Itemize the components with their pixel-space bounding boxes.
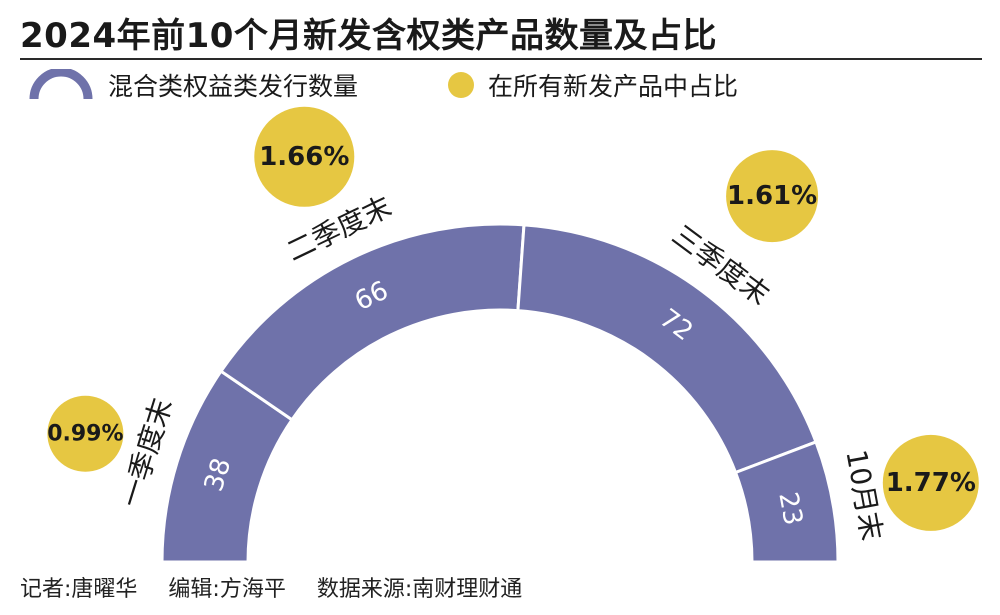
arc-segment: [218, 222, 526, 422]
legend-arc-label: 混合类权益类发行数量: [108, 72, 359, 101]
share-value-label: 0.99%: [47, 421, 123, 446]
footer-source: 数据来源:南财理财通: [316, 577, 523, 602]
share-value-label: 1.77%: [886, 468, 976, 498]
share-bubble: [47, 395, 124, 472]
footer-reporter: 记者:唐曜华: [20, 577, 138, 602]
arc-segment: [516, 223, 818, 475]
legend-arc-swatch-icon: [29, 69, 93, 100]
legend-dot-entry: 在所有新发产品中占比: [448, 68, 738, 102]
share-bubble: [726, 150, 819, 243]
footer-editor: 编辑:方海平: [168, 577, 286, 602]
category-label: 10月末: [839, 447, 888, 543]
legend-arc-entry: 混合类权益类发行数量: [28, 68, 358, 102]
legend-dot-swatch-icon: [448, 72, 474, 98]
arc-value-label: 23: [772, 490, 807, 528]
share-bubble: [254, 106, 355, 207]
arc-segment: [733, 440, 840, 564]
legend-dot-label: 在所有新发产品中占比: [488, 72, 739, 101]
title-divider: [20, 58, 982, 60]
share-bubble: [882, 434, 979, 531]
share-value-label: 1.66%: [259, 142, 349, 172]
chart-title: 2024年前10个月新发含权类产品数量及占比: [20, 16, 717, 56]
share-value-label: 1.61%: [727, 181, 817, 211]
footer-credits: 记者:唐曜华 编辑:方海平 数据来源:南财理财通: [20, 571, 546, 603]
